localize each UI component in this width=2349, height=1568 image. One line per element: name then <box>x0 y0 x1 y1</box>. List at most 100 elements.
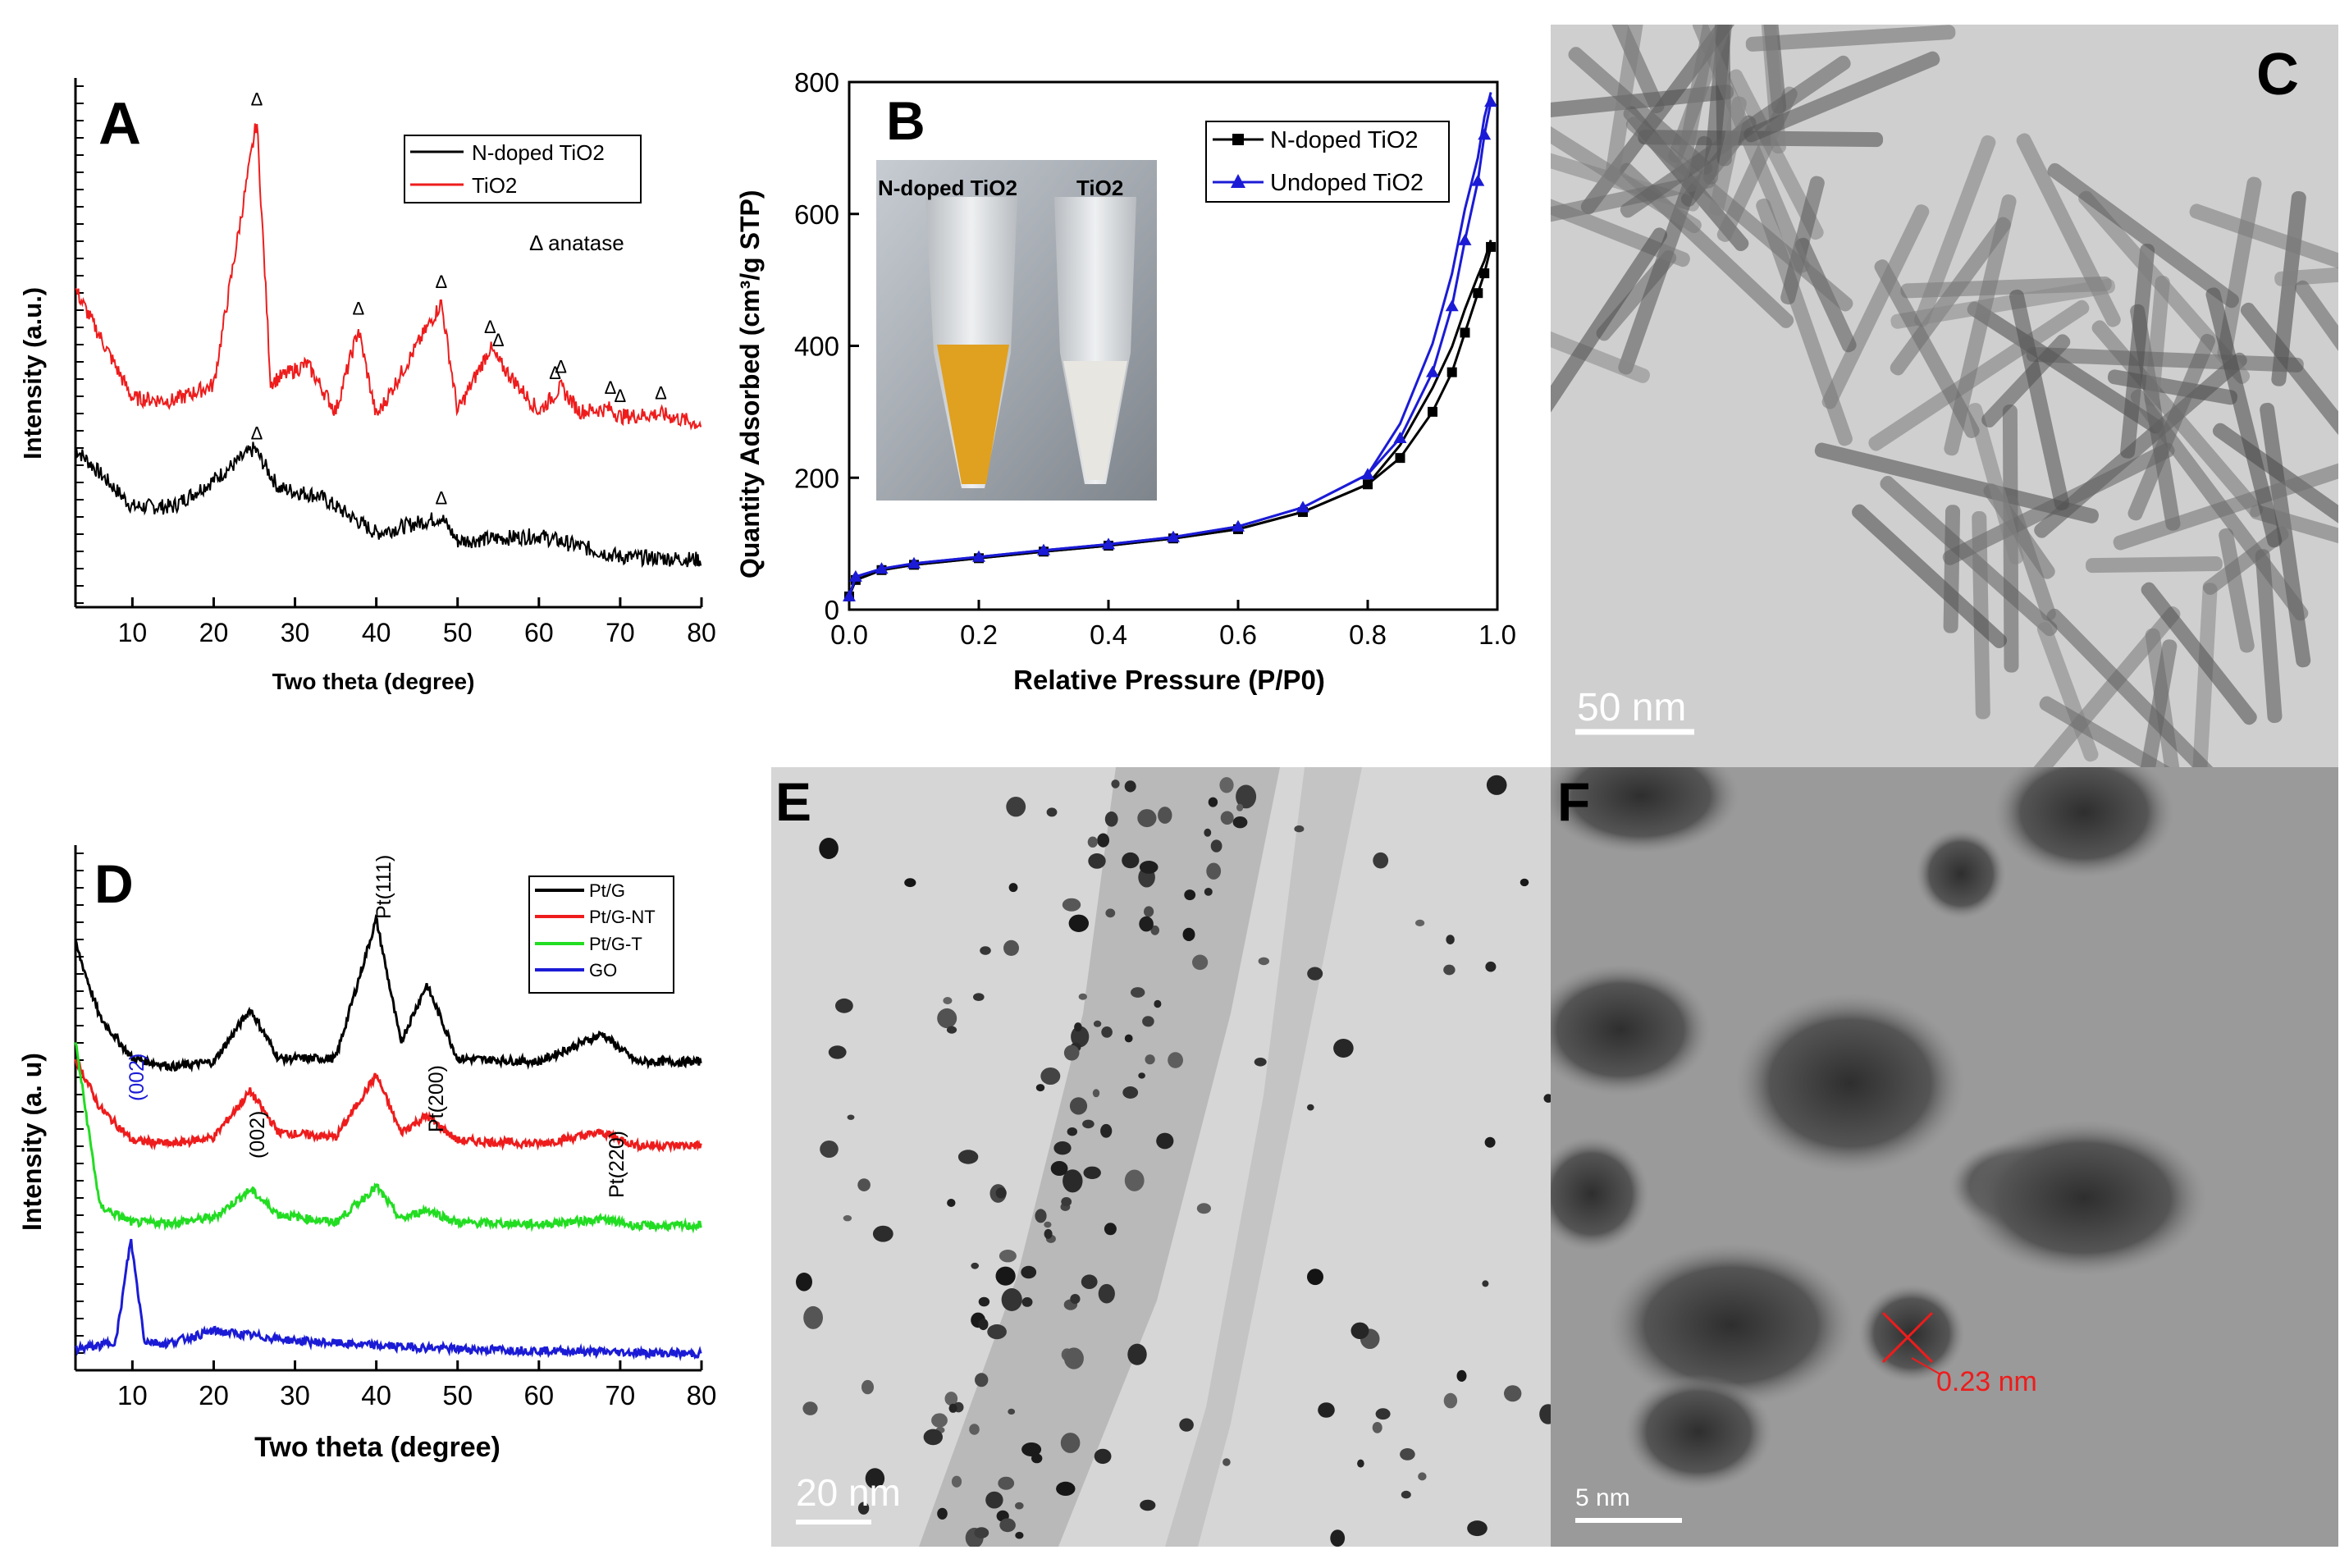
pt-nanoparticle <box>978 1319 989 1331</box>
pt-nanoparticle <box>1124 780 1136 793</box>
panel-c-nanotubes <box>1551 25 2338 767</box>
panel-b-point <box>1471 174 1485 186</box>
pt-nanoparticle <box>1100 1123 1113 1138</box>
nanotube <box>2144 275 2170 407</box>
pt-nanoparticle <box>1015 1502 1024 1510</box>
panel-a-plot-area <box>75 123 702 569</box>
nanotube <box>2113 455 2338 551</box>
panel-b-point <box>1037 543 1050 555</box>
pt-nanoparticle <box>1206 862 1222 880</box>
pt-nanoparticle <box>948 1403 957 1413</box>
pt-nanoparticle <box>998 1476 1015 1490</box>
pt-nanoparticle <box>1097 833 1109 848</box>
pt-nanoparticle <box>1204 888 1213 896</box>
panel-f-letter: F <box>1557 771 1590 832</box>
pt-nanoparticle <box>1062 898 1081 912</box>
pt-nanoparticle <box>1044 1228 1053 1239</box>
pt-nanoparticle <box>1127 1343 1147 1365</box>
nanotube <box>1967 402 2024 565</box>
nanotube <box>1576 25 1665 114</box>
pt-nanoparticle <box>1035 1209 1047 1223</box>
nanotube <box>2032 606 2181 767</box>
panel-b-point <box>1167 530 1180 542</box>
panel-b-plot-area <box>843 92 1498 601</box>
pt-nanoparticle <box>1111 779 1120 789</box>
pt-nanoparticle <box>1063 1045 1080 1061</box>
pt-nanoparticle <box>1063 1169 1083 1193</box>
photo-label-undoped: TiO2 <box>1076 176 1123 200</box>
pt-nanoparticle <box>946 1026 957 1034</box>
pt-nanoparticle <box>857 1502 870 1515</box>
anatase-marker: Δ <box>484 317 496 337</box>
pt-nanoparticle <box>1008 1408 1016 1415</box>
panel-d-series-2 <box>74 1041 702 1234</box>
nanotube <box>2141 582 2257 725</box>
pt-nanoparticle <box>937 1008 957 1029</box>
panel-d-xtick-label: 60 <box>523 1380 554 1410</box>
pt-nanoparticle <box>1318 1402 1335 1418</box>
panel-a-xtick-label: 40 <box>362 618 391 647</box>
pt-nanoparticle <box>1520 878 1529 887</box>
panel-d-plot-area <box>74 914 702 1362</box>
pt-nanoparticle <box>1070 1294 1081 1305</box>
pt-nanoparticle <box>931 1413 948 1428</box>
pt-nanoparticle <box>1021 1265 1037 1279</box>
nanotube <box>2009 289 2070 511</box>
nanotube <box>2130 389 2309 621</box>
pt-nanoparticle <box>1124 1034 1133 1043</box>
panel-e-graphene-fold <box>1165 767 1362 1547</box>
pt-nanoparticle <box>1307 967 1323 981</box>
nanotube <box>1852 504 2008 648</box>
pt-nanoparticle <box>828 1045 847 1059</box>
panel-b-series-1-desorption <box>848 92 1492 597</box>
nanotube <box>2003 495 2056 621</box>
pt-nanoparticle <box>1467 1520 1488 1537</box>
pt-nanoparticle <box>1122 1086 1139 1099</box>
panel-e-letter: E <box>775 771 811 832</box>
pt-nanoparticle <box>1068 914 1089 932</box>
pt-nanoparticle <box>974 1527 989 1538</box>
nanotube <box>1751 25 1786 154</box>
panel-b-xtick-label: 1.0 <box>1478 619 1516 650</box>
nanotube <box>1551 178 1690 267</box>
panel-d-legend-go: GO <box>589 960 617 981</box>
panel-d-legend-ptgt: Pt/G-T <box>589 934 642 954</box>
panel-a-xtick-label: 60 <box>524 618 554 647</box>
pt-nanoparticle <box>1139 916 1154 932</box>
panel-a-ylabel: Intensity (a.u.) <box>18 287 47 459</box>
nanotube <box>1814 442 2099 523</box>
pt-nanoparticle <box>1208 797 1218 807</box>
panel-a-xrd-chart: A 10 20 30 40 50 60 70 80 N-doped TiO2 TiO2 Δ a… <box>18 78 716 694</box>
panel-a-y-ticks <box>75 85 84 604</box>
pt-nanoparticle <box>1093 1020 1102 1027</box>
pt-nanoparticle <box>1184 889 1196 901</box>
pt-nanoparticle <box>1179 1418 1194 1432</box>
nanotube <box>1913 135 1996 327</box>
panel-a-anatase-label: Δ anatase <box>529 231 624 255</box>
nanotube <box>2255 549 2283 724</box>
panel-c-letter: C <box>2256 42 2299 107</box>
pt-nanoparticle <box>1088 853 1106 869</box>
panel-b-ytick-label: 800 <box>794 67 839 98</box>
pt-nanoparticle <box>1254 1058 1267 1067</box>
panel-a-series-1 <box>75 123 702 431</box>
pt-nanoparticle <box>1044 1221 1052 1228</box>
panel-c-scale-label: 50 nm <box>1577 686 1686 729</box>
pt-nanoparticle <box>1081 1274 1098 1289</box>
panel-a-axes <box>74 78 702 609</box>
panel-b-photo-inset: N-doped TiO2 TiO2 <box>876 160 1157 501</box>
pt-nanoparticle <box>999 1518 1016 1533</box>
nanotube <box>2047 162 2239 309</box>
nanotube <box>1551 227 1668 455</box>
panel-e-graphene-sheet <box>919 767 1280 1547</box>
pt-nanoparticle <box>1139 861 1159 874</box>
nanotube <box>2189 203 2338 290</box>
pt-nanoparticle <box>1131 987 1145 998</box>
nanotube <box>1944 194 2017 456</box>
pt-nanoparticle <box>980 946 991 955</box>
pt-nanoparticle <box>1145 1054 1155 1065</box>
pt-nanoparticle <box>857 1178 871 1191</box>
panel-e-nanoparticles <box>796 775 1551 1547</box>
pt-nanoparticle <box>835 998 853 1013</box>
